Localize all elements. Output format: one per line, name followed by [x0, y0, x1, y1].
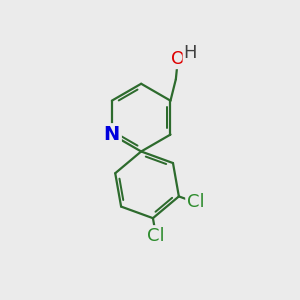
Text: Cl: Cl: [147, 226, 165, 244]
Text: Cl: Cl: [187, 194, 204, 211]
Text: H: H: [184, 44, 197, 62]
Text: O: O: [171, 50, 185, 68]
Text: N: N: [104, 125, 120, 144]
